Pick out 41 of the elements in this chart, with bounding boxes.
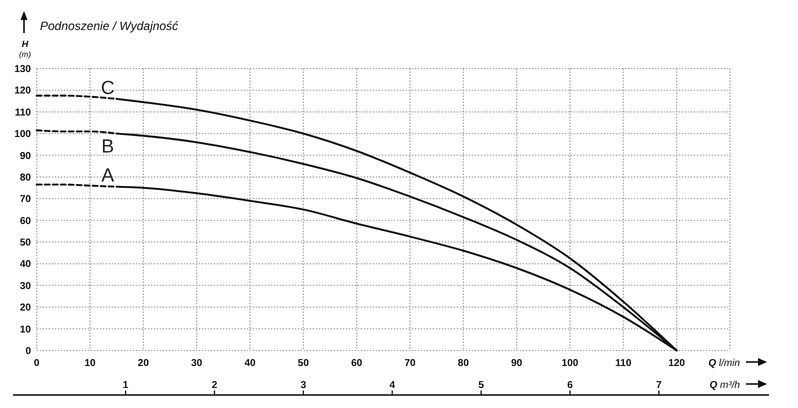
x-axis-title: Q l/min [708,358,740,369]
x2-tick-label: 1 [122,380,129,391]
x2-axis-title: Q m³/h [709,380,740,391]
y-tick-label: 120 [14,86,32,97]
y-tick-label: 90 [20,150,32,162]
y-tick-label: 70 [20,194,32,206]
x-tick-label: 0 [34,358,40,369]
x2-tick-label: 3 [300,380,307,391]
y-tick-label: 80 [20,172,32,184]
x-tick-label: 50 [298,358,310,369]
series-label: B [101,136,114,158]
x-tick-label: 20 [138,358,150,369]
x2-tick-label: 6 [567,380,574,391]
y-tick-label: 110 [14,107,32,118]
series-label: C [100,78,115,99]
x-tick-label: 90 [511,358,523,369]
y-tick-label: 130 [14,64,32,75]
y-tick-label: 10 [20,324,32,336]
y-tick-label: 100 [14,129,32,140]
x-tick-label: 100 [562,358,579,369]
x-tick-label: 70 [404,358,416,369]
y-tick-label: 60 [20,216,32,227]
x2-tick-label: 7 [656,380,662,391]
y-tick-label: 20 [20,302,32,314]
y-tick-label: 40 [20,259,32,270]
x-tick-label: 30 [191,358,203,369]
x2-tick-label: 5 [478,380,484,391]
x-tick-label: 10 [84,358,96,369]
y-tick-label: 50 [20,238,32,249]
x-tick-label: 60 [351,358,363,369]
y-tick-label: 30 [20,280,32,292]
y-axis-title: H (m) [19,39,32,59]
series-label: A [101,166,114,187]
x2-tick-label: 4 [389,380,396,391]
x-tick-label: 120 [668,358,686,369]
x-tick-label: 40 [244,358,256,369]
x2-tick-label: 2 [212,380,218,391]
chart-title: Podnoszenie / Wydajność [40,19,178,33]
x-tick-label: 80 [458,358,470,369]
y-tick-label: 0 [25,346,32,357]
x-tick-label: 110 [615,358,632,369]
